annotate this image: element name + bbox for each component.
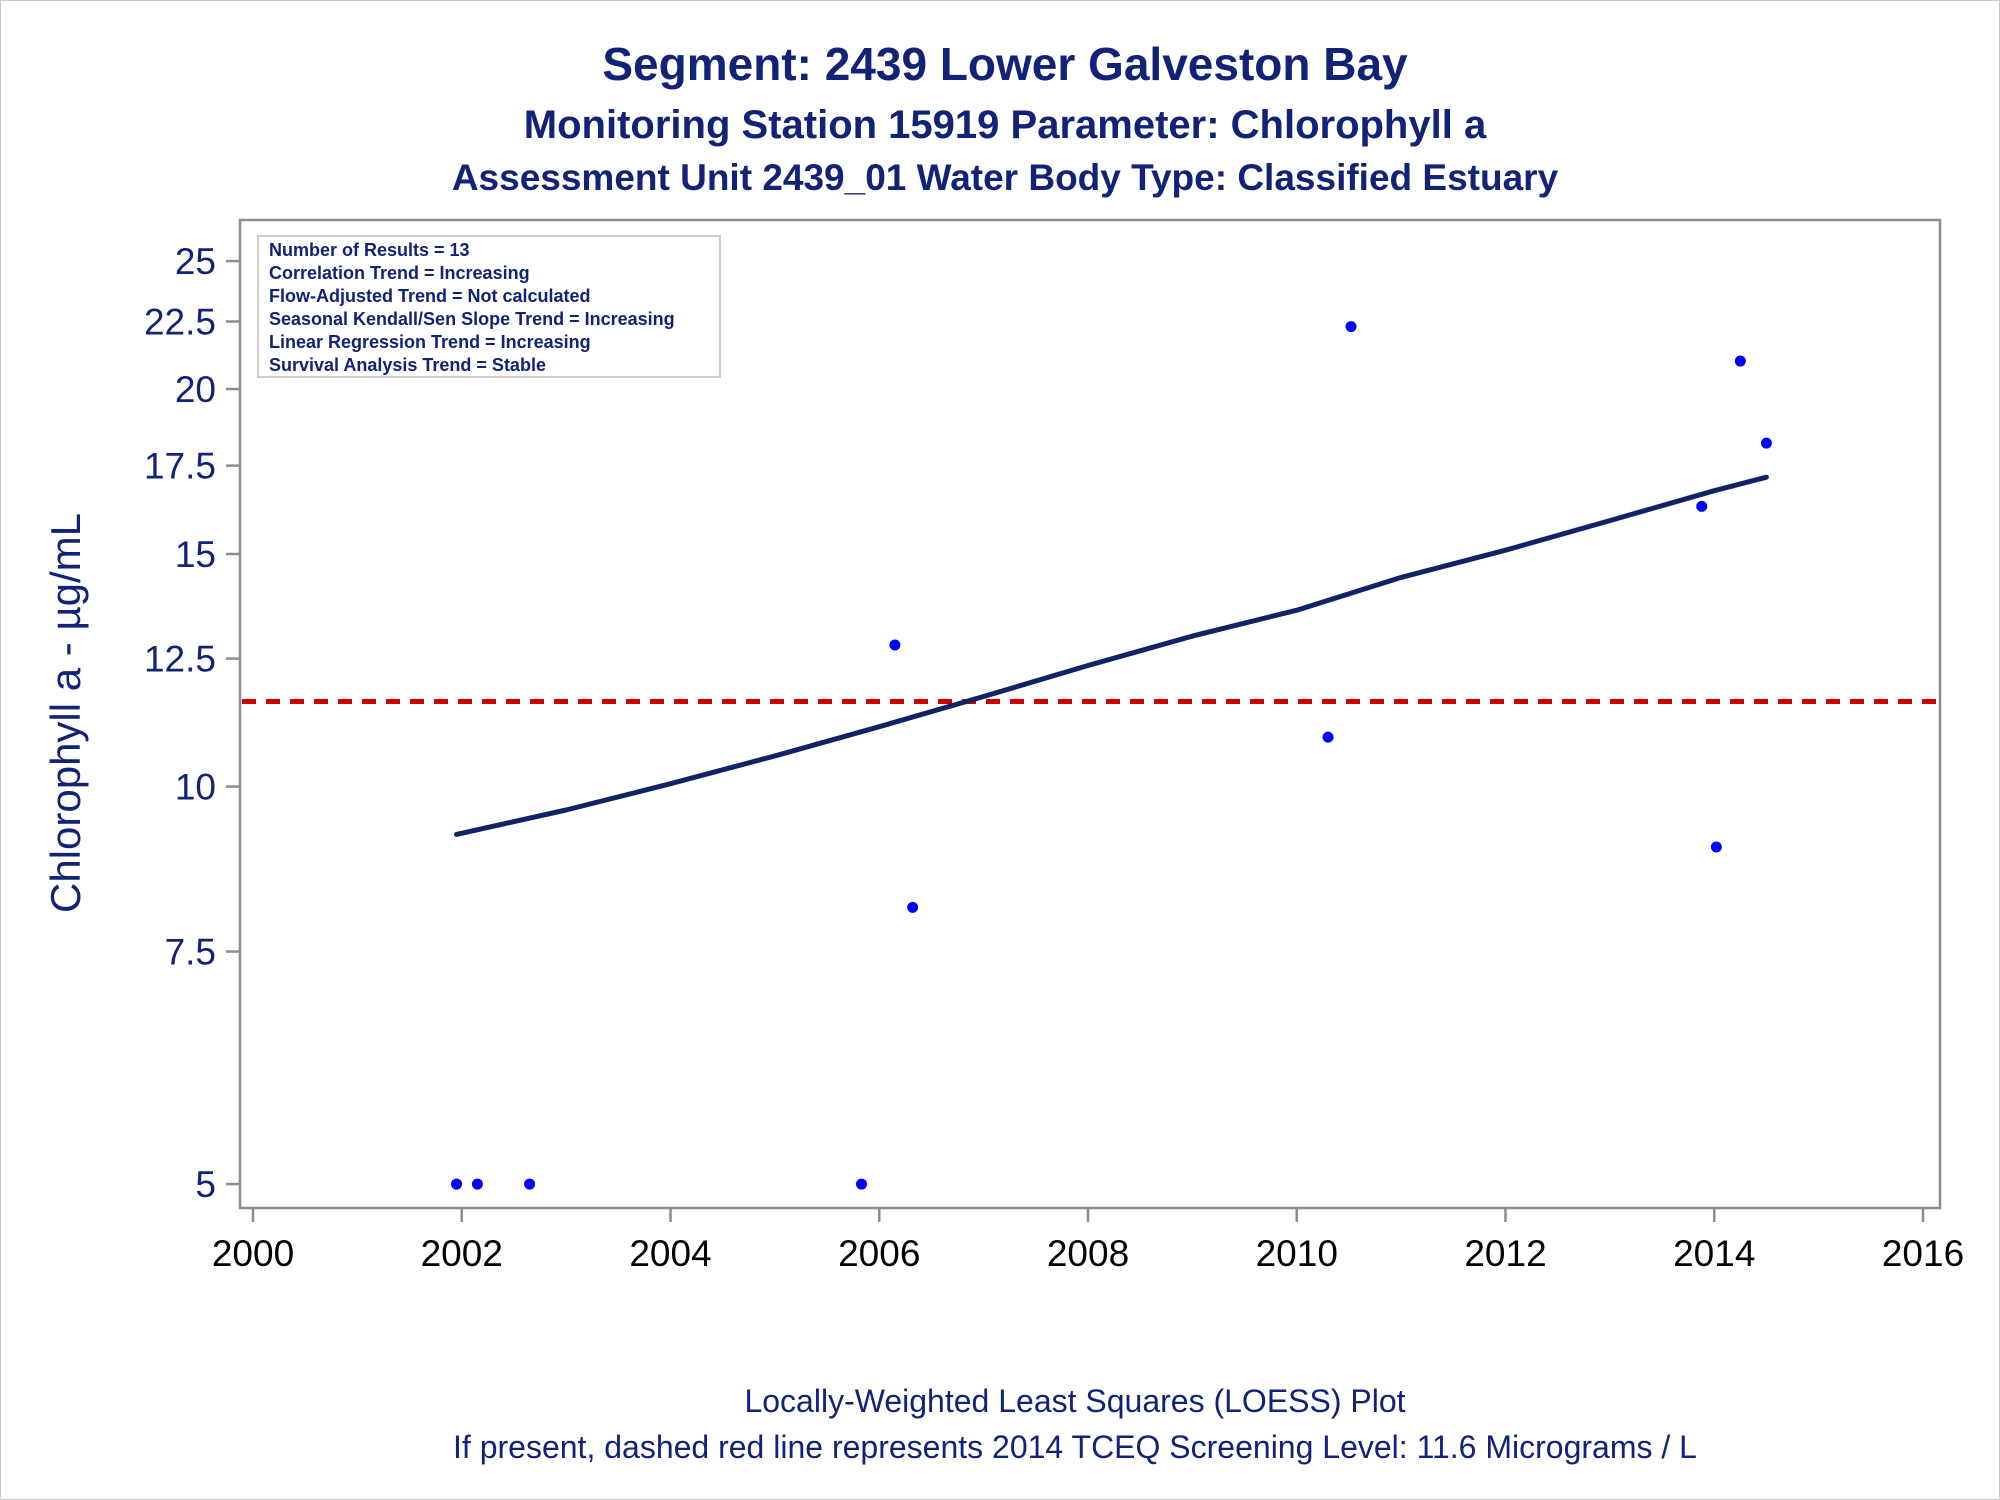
data-point bbox=[451, 1178, 463, 1190]
stats-line: Number of Results = 13 bbox=[269, 240, 470, 260]
y-tick-label: 25 bbox=[175, 241, 216, 282]
y-tick-label: 7.5 bbox=[165, 932, 216, 973]
stats-box-border bbox=[257, 235, 721, 378]
x-tick-label: 2006 bbox=[838, 1233, 920, 1274]
y-tick-label: 15 bbox=[175, 534, 216, 575]
y-tick-label: 5 bbox=[195, 1164, 216, 1205]
x-tick-label: 2016 bbox=[1882, 1233, 1964, 1274]
chart-subtitle-2: Assessment Unit 2439_01 Water Body Type:… bbox=[452, 157, 1559, 198]
x-tick-label: 2014 bbox=[1673, 1233, 1755, 1274]
trend-series bbox=[454, 474, 1769, 837]
loess-trend-line bbox=[454, 474, 1769, 837]
footnote-loess: Locally-Weighted Least Squares (LOESS) P… bbox=[744, 1383, 1405, 1419]
data-point bbox=[907, 901, 919, 913]
stats-box: Number of Results = 13 Correlation Trend… bbox=[257, 235, 721, 378]
plot-area bbox=[238, 218, 1942, 1210]
y-tick-label: 20 bbox=[175, 369, 216, 410]
stats-line: Linear Regression Trend = Increasing bbox=[269, 332, 591, 352]
x-tick-label: 2000 bbox=[212, 1233, 294, 1274]
chart-title: Segment: 2439 Lower Galveston Bay bbox=[602, 38, 1408, 90]
y-tick-label: 10 bbox=[175, 767, 216, 808]
chart-subtitle-1: Monitoring Station 15919 Parameter: Chlo… bbox=[524, 103, 1487, 147]
y-tick-label: 22.5 bbox=[144, 301, 216, 342]
x-tick-label: 2004 bbox=[629, 1233, 711, 1274]
stats-line: Correlation Trend = Increasing bbox=[269, 263, 530, 283]
data-point bbox=[1345, 321, 1357, 333]
data-point bbox=[1710, 841, 1722, 853]
y-tick-label: 12.5 bbox=[144, 639, 216, 680]
data-point bbox=[856, 1178, 868, 1190]
y-axis-label: Chlorophyll a - µg/mL bbox=[42, 513, 89, 913]
data-point bbox=[1734, 355, 1746, 367]
stats-line: Seasonal Kendall/Sen Slope Trend = Incre… bbox=[269, 309, 675, 329]
stats-line: Survival Analysis Trend = Stable bbox=[269, 355, 546, 375]
x-tick-label: 2010 bbox=[1256, 1233, 1338, 1274]
y-axis: 5 7.5 10 12.5 15 17.5 20 22.5 25 bbox=[144, 241, 240, 1205]
data-point bbox=[471, 1178, 483, 1190]
data-point bbox=[1760, 437, 1772, 449]
x-axis: 2000 2002 2004 2006 2008 2010 2012 2014 2016 bbox=[212, 1208, 1964, 1274]
x-tick-label: 2012 bbox=[1464, 1233, 1546, 1274]
data-points bbox=[451, 241, 1772, 1190]
data-point bbox=[524, 1178, 536, 1190]
data-point bbox=[1696, 500, 1708, 512]
data-point bbox=[889, 639, 901, 651]
x-tick-label: 2002 bbox=[421, 1233, 503, 1274]
y-tick-label: 17.5 bbox=[144, 446, 216, 487]
stats-line: Flow-Adjusted Trend = Not calculated bbox=[269, 286, 591, 306]
footnote-screening: If present, dashed red line represents 2… bbox=[453, 1429, 1697, 1465]
data-point bbox=[1322, 731, 1334, 743]
x-tick-label: 2008 bbox=[1047, 1233, 1129, 1274]
